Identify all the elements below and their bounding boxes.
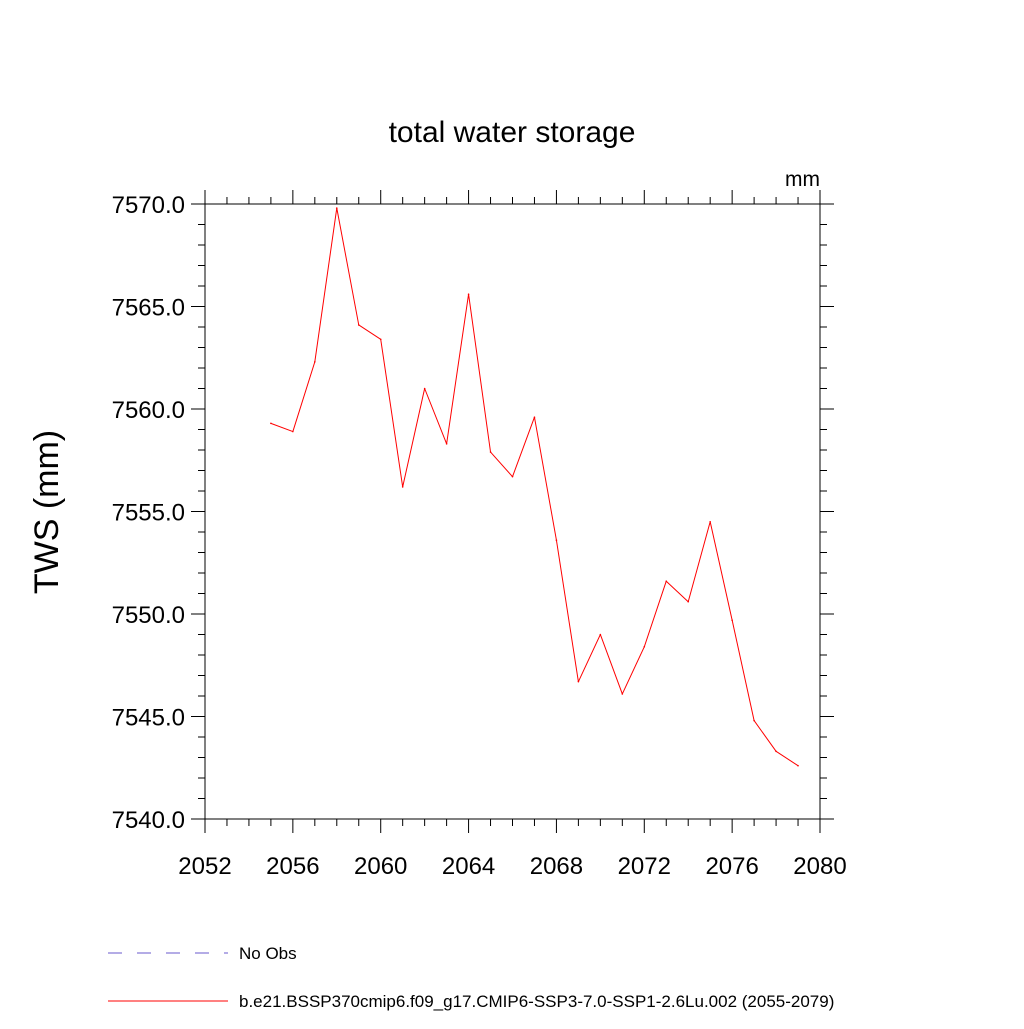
data-point xyxy=(643,646,646,648)
x-tick-label: 2068 xyxy=(530,853,583,880)
data-point xyxy=(292,430,294,433)
y-tick-label: 7560.0 xyxy=(112,397,185,424)
data-point xyxy=(731,619,733,621)
y-tick-label: 7540.0 xyxy=(112,807,185,834)
y-tick-label: 7545.0 xyxy=(112,705,185,732)
data-point xyxy=(599,633,602,636)
data-point xyxy=(709,520,711,523)
data-point xyxy=(621,693,624,695)
data-point xyxy=(379,338,382,341)
y-axis-label: TWS (mm) xyxy=(28,430,66,594)
y-tick-label: 7565.0 xyxy=(112,295,185,322)
units-label: mm xyxy=(785,168,820,191)
data-point xyxy=(533,416,536,419)
data-point xyxy=(687,600,690,603)
legend-label: b.e21.BSSP370cmip6.f09_g17.CMIP6-SSP3-7.… xyxy=(239,992,834,1011)
x-tick-label: 2052 xyxy=(178,853,231,880)
data-point xyxy=(270,422,272,425)
data-point xyxy=(665,580,668,582)
data-point xyxy=(335,207,338,209)
data-point xyxy=(423,387,426,390)
y-tick-label: 7570.0 xyxy=(112,192,185,219)
data-point xyxy=(467,293,470,296)
data-point xyxy=(401,486,404,488)
x-tick-label: 2072 xyxy=(618,853,671,880)
data-point xyxy=(797,764,799,767)
data-point xyxy=(489,451,492,453)
data-point xyxy=(314,361,316,363)
axis-ticks xyxy=(191,190,834,833)
data-point xyxy=(775,750,777,753)
data-point xyxy=(511,475,514,478)
x-tick-label: 2056 xyxy=(266,853,319,880)
data-point xyxy=(357,324,360,326)
y-tick-label: 7550.0 xyxy=(112,602,185,629)
legend-label: No Obs xyxy=(239,944,297,963)
series-line xyxy=(270,207,799,767)
x-tick-label: 2060 xyxy=(354,853,407,880)
axis-tick-labels: 2052 2056 2060 2064 2068 2072 2076 2080 7540.0 75… xyxy=(112,192,847,880)
x-tick-label: 2080 xyxy=(793,853,846,880)
data-point xyxy=(577,680,580,683)
plot-frame xyxy=(204,203,821,820)
legend: No Obs b.e21.BSSP370cmip6.f09_g17.CMIP6-S… xyxy=(108,944,834,1011)
data-point xyxy=(555,539,558,541)
data-point xyxy=(445,443,448,445)
y-tick-label: 7555.0 xyxy=(112,500,185,527)
data-point xyxy=(753,719,755,722)
chart-title: total water storage xyxy=(389,116,636,149)
series-layer xyxy=(270,207,799,767)
x-tick-label: 2064 xyxy=(442,853,495,880)
x-tick-label: 2076 xyxy=(705,853,758,880)
